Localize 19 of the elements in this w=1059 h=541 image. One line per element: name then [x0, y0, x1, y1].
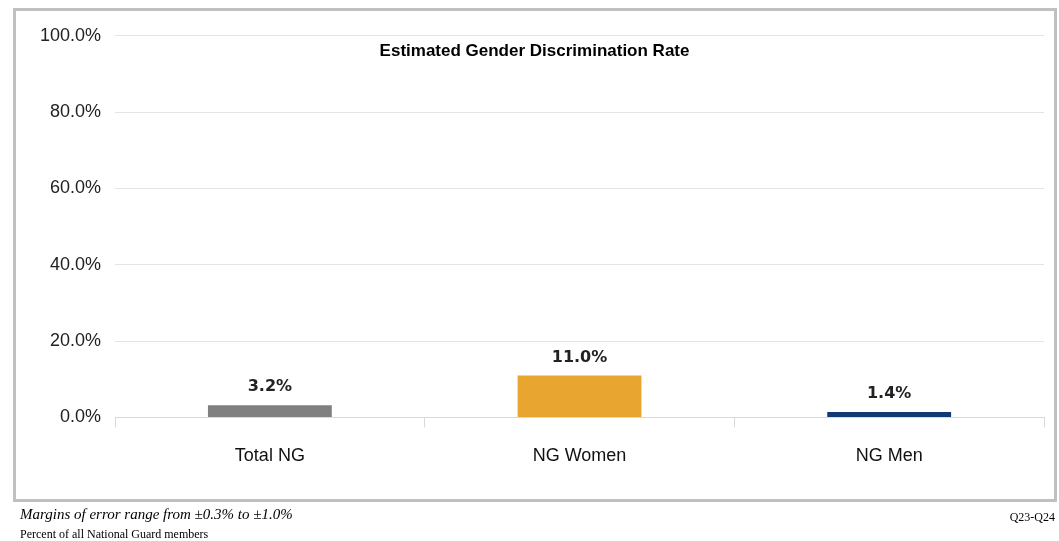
- y-tick-label: 0.0%: [60, 406, 102, 427]
- x-tick-label: NG Women: [532, 445, 627, 466]
- text: Percent of all National Guard members: [20, 527, 209, 541]
- y-tick-label: 80.0%: [50, 101, 102, 122]
- data-label: 3.2%: [247, 376, 293, 396]
- bar: [207, 405, 332, 417]
- data-label: 1.4%: [866, 383, 912, 403]
- bar: [517, 375, 642, 417]
- text: Margins of error range from ±0.3% to ±1.0%: [20, 506, 293, 523]
- chart-title: Estimated Gender Discrimination Rate: [379, 41, 690, 61]
- y-tick-label: 40.0%: [50, 253, 102, 274]
- bar: [827, 412, 952, 417]
- x-tick-label: NG Men: [855, 445, 923, 466]
- y-tick-label: 20.0%: [50, 330, 102, 351]
- y-tick-label: 60.0%: [50, 177, 102, 198]
- x-tick-label: Total NG: [234, 445, 305, 466]
- text: Q23-Q24: [1009, 510, 1055, 525]
- y-tick-label: 100.0%: [39, 24, 102, 45]
- data-label: 11.0%: [551, 346, 608, 366]
